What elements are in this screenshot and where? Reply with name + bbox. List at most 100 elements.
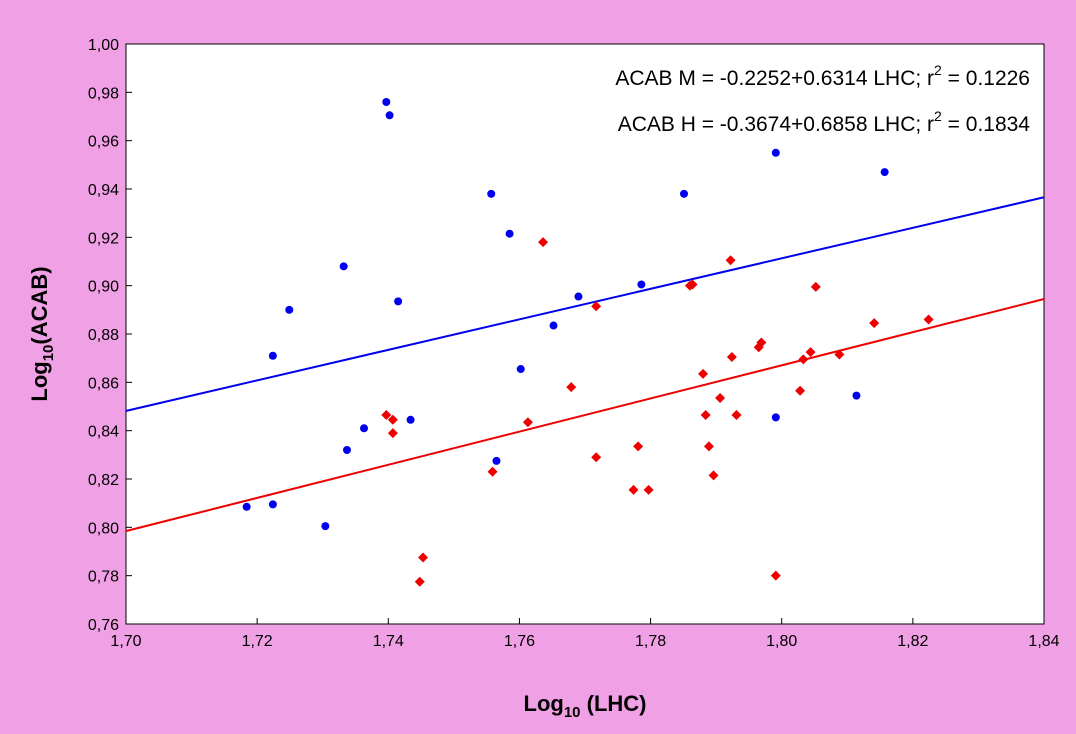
data-point-h bbox=[487, 466, 498, 477]
y-tick-label: 0,96 bbox=[88, 134, 119, 151]
data-point-h bbox=[387, 414, 398, 425]
y-tick-label: 0,76 bbox=[88, 617, 119, 634]
y-tick-label: 0,84 bbox=[88, 424, 119, 441]
y-tick-label: 0,78 bbox=[88, 569, 119, 586]
data-point-m bbox=[268, 500, 277, 509]
data-point-m bbox=[321, 522, 330, 531]
data-point-h bbox=[591, 301, 602, 312]
data-point-h bbox=[834, 349, 845, 360]
x-axis-title-prefix: Log bbox=[524, 691, 564, 716]
regression-line-m bbox=[125, 196, 1045, 412]
data-point-m bbox=[574, 292, 583, 301]
y-tick-label: 1,00 bbox=[88, 37, 119, 54]
x-axis-title: Log10 (LHC) bbox=[524, 691, 647, 721]
y-axis: 0,76 0,78 0,80 0,82 0,84 0,86 0,88 0,90 0,92 0,94… bbox=[88, 37, 132, 634]
data-point-h bbox=[869, 318, 880, 329]
x-tick-label: 1,84 bbox=[1028, 633, 1059, 650]
series-h-points bbox=[381, 237, 934, 587]
data-point-m bbox=[549, 321, 558, 330]
equation-value: = 0.1834 bbox=[942, 113, 1030, 136]
x-axis: 1,70 1,72 1,74 1,76 1,78 1,80 1,82 1,84 bbox=[110, 618, 1060, 650]
equation-h: ACAB H = -0.3674+0.6858 LHC; r2 = 0.1834 bbox=[618, 108, 1031, 136]
data-point-h bbox=[414, 576, 425, 587]
equation-superscript: 2 bbox=[934, 62, 942, 78]
regression-lines bbox=[125, 196, 1045, 533]
data-point-m bbox=[242, 502, 251, 511]
data-point-h bbox=[923, 314, 934, 325]
data-point-h bbox=[418, 552, 429, 563]
data-point-h bbox=[628, 484, 639, 495]
data-point-h bbox=[698, 368, 709, 379]
y-axis-title-suffix: (ACAB) bbox=[27, 266, 52, 344]
data-point-h bbox=[708, 470, 719, 481]
data-point-m bbox=[406, 415, 415, 424]
data-point-h bbox=[387, 428, 398, 439]
x-tick-label: 1,80 bbox=[766, 633, 797, 650]
data-point-m bbox=[505, 229, 514, 238]
y-tick-label: 0,90 bbox=[88, 279, 119, 296]
data-point-h bbox=[633, 441, 644, 452]
data-point-h bbox=[805, 347, 816, 358]
data-point-m bbox=[637, 280, 646, 289]
equation-main: ACAB M = -0.2252+0.6314 LHC; r bbox=[615, 67, 934, 90]
data-point-h bbox=[522, 417, 533, 428]
data-point-m bbox=[342, 446, 351, 454]
y-tick-label: 0,88 bbox=[88, 327, 119, 344]
equation-annotations: ACAB M = -0.2252+0.6314 LHC; r2 = 0.1226… bbox=[615, 62, 1030, 136]
data-point-h bbox=[770, 570, 781, 581]
x-tick-label: 1,76 bbox=[504, 633, 535, 650]
equation-superscript: 2 bbox=[934, 108, 942, 124]
data-point-m bbox=[516, 365, 525, 374]
y-tick-label: 0,80 bbox=[88, 520, 119, 537]
y-tick-label: 0,86 bbox=[88, 375, 119, 392]
data-point-h bbox=[715, 393, 726, 404]
data-point-m bbox=[771, 413, 780, 422]
x-axis-title-subscript: 10 bbox=[564, 704, 581, 721]
data-point-m bbox=[382, 98, 391, 106]
data-point-h bbox=[687, 279, 698, 290]
data-point-h bbox=[798, 354, 809, 365]
data-point-h bbox=[381, 409, 392, 420]
data-point-h bbox=[566, 382, 577, 393]
y-axis-title-prefix: Log bbox=[27, 361, 52, 401]
y-tick-label: 0,94 bbox=[88, 182, 119, 199]
data-points bbox=[242, 98, 934, 587]
data-point-m bbox=[852, 391, 861, 400]
data-point-h bbox=[810, 281, 821, 292]
data-point-h bbox=[643, 484, 654, 495]
y-tick-label: 0,82 bbox=[88, 472, 119, 489]
x-tick-label: 1,72 bbox=[242, 633, 273, 650]
x-axis-title-suffix: (LHC) bbox=[581, 691, 647, 716]
data-point-h bbox=[725, 255, 736, 266]
data-point-m bbox=[492, 456, 501, 465]
series-m-points bbox=[242, 98, 889, 531]
data-point-m bbox=[680, 189, 689, 198]
y-tick-label: 0,98 bbox=[88, 85, 119, 102]
data-point-h bbox=[703, 441, 714, 452]
x-tick-label: 1,74 bbox=[373, 633, 404, 650]
data-point-h bbox=[731, 409, 742, 420]
data-point-m bbox=[385, 111, 394, 120]
data-point-h bbox=[726, 351, 737, 362]
data-point-m bbox=[268, 351, 277, 360]
regression-line-h bbox=[125, 298, 1045, 533]
equation-main: ACAB H = -0.3674+0.6858 LHC; r bbox=[618, 113, 934, 136]
equation-value: = 0.1226 bbox=[942, 67, 1030, 90]
data-point-m bbox=[771, 148, 780, 157]
y-tick-label: 0,92 bbox=[88, 230, 119, 247]
data-point-m bbox=[360, 424, 369, 433]
data-point-h bbox=[795, 385, 806, 396]
x-tick-label: 1,78 bbox=[635, 633, 666, 650]
data-point-m bbox=[339, 262, 348, 271]
y-axis-title: Log10(ACAB) bbox=[27, 266, 57, 401]
equation-m: ACAB M = -0.2252+0.6314 LHC; r2 = 0.1226 bbox=[615, 62, 1030, 90]
x-tick-label: 1,82 bbox=[897, 633, 928, 650]
data-point-m bbox=[285, 305, 294, 314]
data-point-m bbox=[487, 189, 496, 198]
data-point-h bbox=[756, 337, 767, 348]
y-axis-title-subscript: 10 bbox=[40, 345, 57, 362]
data-point-h bbox=[700, 409, 711, 420]
x-tick-label: 1,70 bbox=[110, 633, 141, 650]
data-point-m bbox=[394, 297, 403, 306]
